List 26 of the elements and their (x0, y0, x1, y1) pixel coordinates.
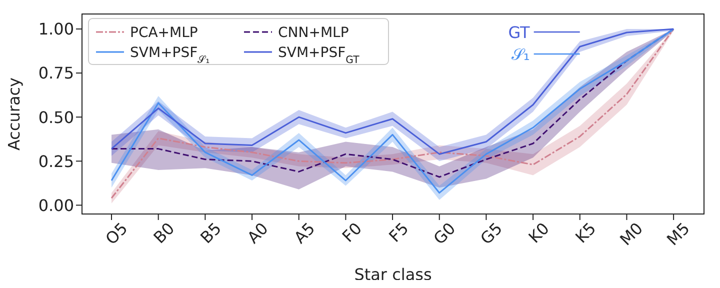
y-tick-label: 0.50 (38, 108, 74, 127)
x-tick-label: B0 (150, 218, 178, 248)
x-tick-label: G5 (476, 218, 506, 248)
y-tick-label: 0.00 (38, 196, 74, 215)
x-tick-label: A0 (243, 218, 272, 248)
legend-label: SVM+PSF$_{GT}$ (278, 45, 360, 66)
x-tick-label: K5 (572, 218, 600, 247)
x-tick-label: O5 (102, 218, 132, 248)
legend-label: CNN+MLP (278, 25, 349, 41)
annotation: 𝒮₁ (511, 45, 530, 64)
y-tick-label: 1.00 (38, 20, 74, 39)
x-tick-label: M0 (616, 218, 647, 250)
y-tick-label: 0.25 (38, 152, 74, 171)
x-tick-label: A5 (290, 218, 319, 248)
x-axis-title: Star class (354, 265, 432, 284)
x-tick-label: G0 (430, 218, 460, 248)
x-tick-label: F5 (385, 218, 412, 246)
x-tick-label: M5 (662, 218, 694, 250)
annotation: GT (508, 23, 530, 42)
legend-label: SVM+PSF$_{𝒮₁}$ (130, 45, 210, 66)
x-tick-label: F0 (338, 218, 366, 246)
x-tick-label: K0 (524, 218, 553, 247)
y-axis-title: Accuracy (4, 77, 24, 151)
legend-label: PCA+MLP (130, 25, 198, 41)
y-tick-label: 0.75 (38, 64, 74, 83)
x-tick-label: B5 (196, 218, 225, 248)
